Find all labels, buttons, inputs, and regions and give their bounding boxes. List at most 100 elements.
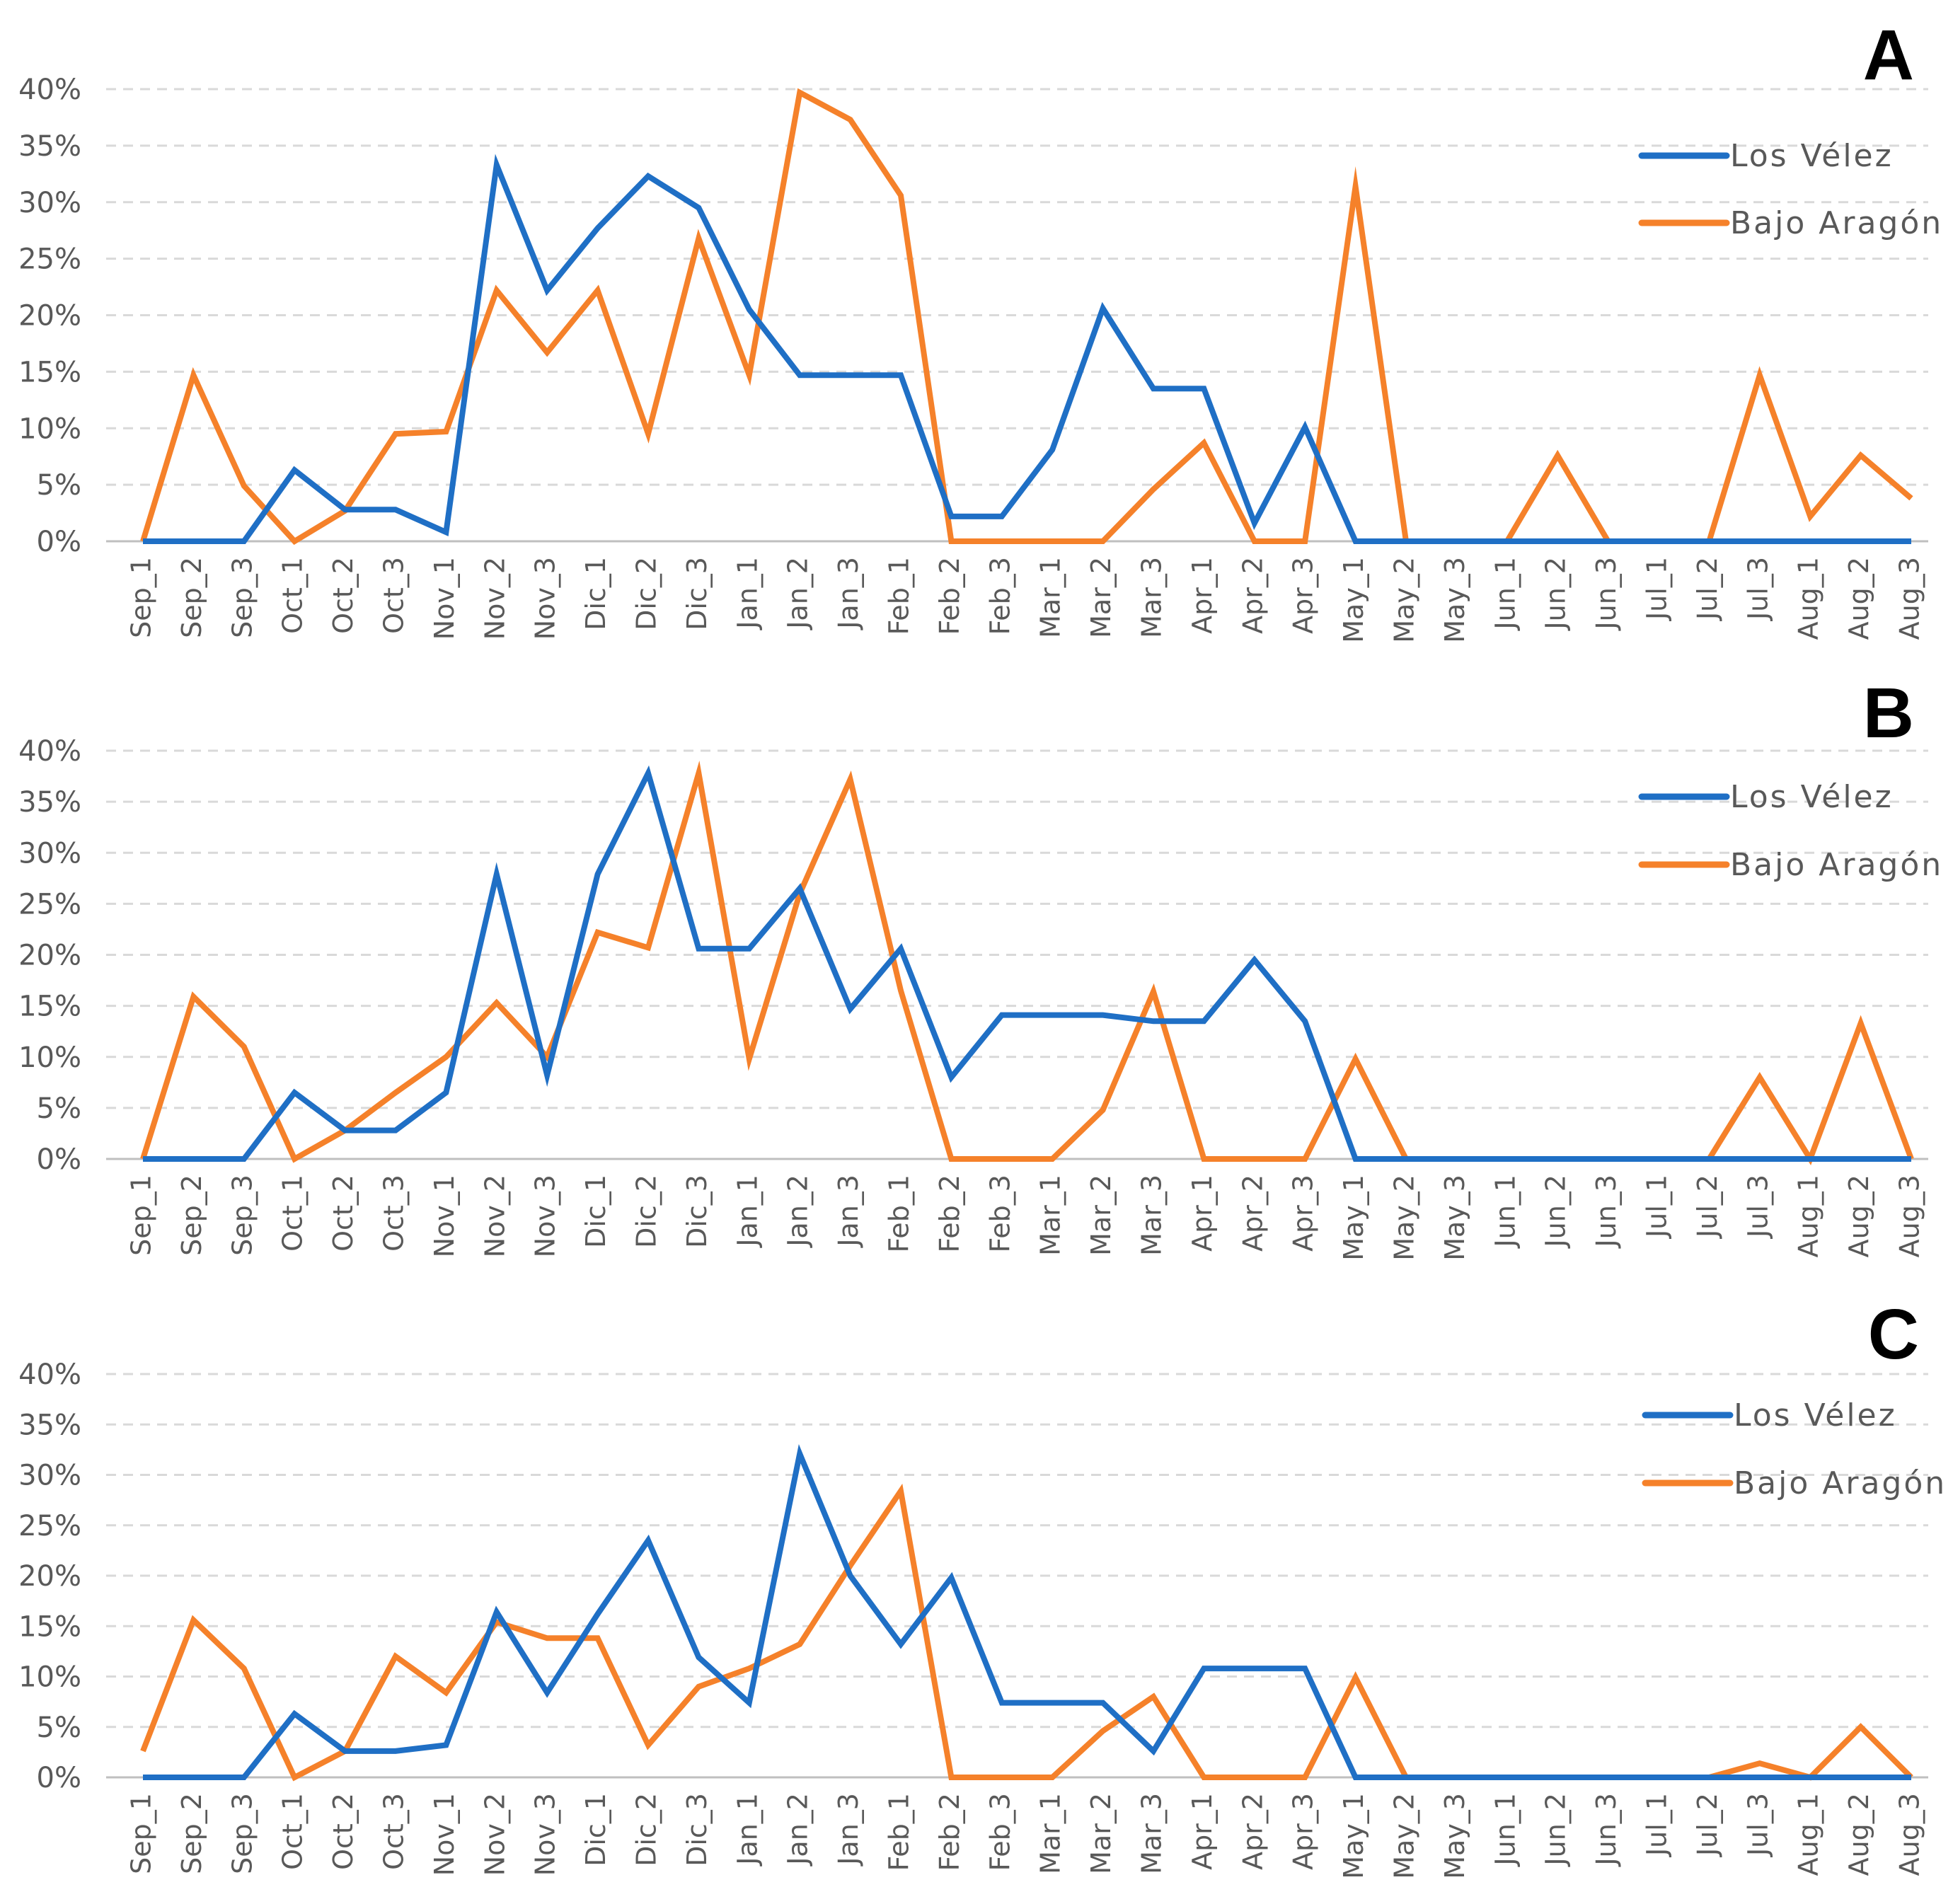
x-tick-label: Jan_1 — [732, 1793, 763, 1867]
x-tick-label: Oct_1 — [277, 1793, 309, 1870]
x-tick-label: Apr_3 — [1288, 1793, 1319, 1870]
legend-label-los-velez: Los Vélez — [1734, 1397, 1897, 1433]
y-tick-label: 0% — [37, 1143, 81, 1176]
y-tick-label: 10% — [18, 1042, 81, 1074]
x-tick-label: Feb_1 — [884, 557, 915, 635]
x-tick-label: Jan_2 — [783, 557, 814, 630]
x-tick-label: Jun_1 — [1490, 1793, 1521, 1867]
x-tick-label: Jun_3 — [1591, 1793, 1622, 1867]
x-tick-label: Sep_3 — [226, 557, 258, 638]
x-tick-label: Nov_1 — [429, 1175, 460, 1257]
x-tick-label: Jan_1 — [732, 1175, 763, 1248]
x-tick-label: Jul_2 — [1692, 1175, 1723, 1239]
x-tick-label: Apr_2 — [1237, 1175, 1268, 1252]
legend-label-los-velez: Los Vélez — [1730, 138, 1894, 174]
x-tick-label: Nov_3 — [530, 1793, 561, 1876]
x-tick-label: Oct_1 — [277, 1175, 309, 1252]
x-tick-label: Feb_1 — [884, 1175, 915, 1252]
x-tick-label: Jun_3 — [1591, 1175, 1622, 1249]
x-tick-label: Aug_2 — [1843, 557, 1874, 640]
x-tick-label: Mar_1 — [1035, 1793, 1066, 1874]
x-tick-label: Nov_1 — [429, 1793, 460, 1876]
chart-panel-c: 0% 5% 10% 15% 20% 25% 30% 35% 40% Sep_1 Sep_2 Sep_3… — [18, 1295, 1945, 1879]
x-tick-label: Jul_1 — [1642, 1793, 1673, 1857]
x-tick-label: Sep_2 — [176, 1175, 207, 1256]
x-tick-label: Jan_3 — [833, 1175, 864, 1248]
panel-letter: C — [1868, 1295, 1919, 1374]
x-tick-label: Mar_1 — [1035, 1175, 1066, 1256]
legend-label-bajo-aragon: Bajo Aragón — [1730, 847, 1943, 883]
x-tick-label: Jul_2 — [1692, 1793, 1723, 1857]
series-line-bajo-aragon — [140, 1483, 1913, 1782]
x-tick-label: Feb_3 — [984, 557, 1015, 635]
x-tick-label: Jun_1 — [1490, 1175, 1521, 1249]
x-tick-label: May_1 — [1338, 1793, 1369, 1879]
y-tick-label: 0% — [37, 526, 81, 558]
y-tick-label: 40% — [18, 1358, 81, 1391]
x-tick-label: Nov_2 — [479, 1175, 510, 1257]
x-tick-label: Apr_1 — [1187, 557, 1218, 634]
x-tick-label: Aug_2 — [1843, 1793, 1874, 1876]
x-tick-label: Oct_3 — [379, 557, 410, 634]
x-tick-label: Jan_3 — [833, 1793, 864, 1867]
y-tick-label: 30% — [18, 1460, 81, 1492]
x-tick-label: Oct_2 — [328, 557, 359, 634]
x-tick-label: Oct_2 — [328, 1793, 359, 1870]
y-tick-label: 35% — [18, 1409, 81, 1441]
y-tick-label: 0% — [37, 1762, 81, 1794]
x-tick-label: Aug_1 — [1793, 1793, 1824, 1876]
x-tick-label: Nov_2 — [479, 557, 510, 640]
x-tick-label: Jun_2 — [1540, 557, 1572, 631]
x-tick-label: Jun_3 — [1591, 557, 1622, 631]
x-tick-label: Sep_1 — [126, 1793, 157, 1874]
x-tick-label: Apr_1 — [1187, 1175, 1218, 1252]
y-tick-label: 5% — [37, 469, 81, 502]
x-tick-label: May_2 — [1389, 1793, 1420, 1879]
x-tick-label: Mar_3 — [1136, 1175, 1168, 1256]
x-tick-label: May_3 — [1439, 557, 1470, 643]
x-tick-label: Aug_2 — [1843, 1175, 1874, 1257]
x-tick-label: May_1 — [1338, 1175, 1369, 1261]
panel-letter: A — [1863, 16, 1914, 95]
series-line-los-velez — [143, 765, 1911, 1162]
y-tick-label: 5% — [37, 1712, 81, 1744]
x-tick-label: Jan_3 — [833, 557, 864, 630]
x-tick-label: Mar_2 — [1085, 1793, 1117, 1874]
x-tick-label: Jul_3 — [1742, 1793, 1773, 1857]
y-tick-label: 35% — [18, 786, 81, 819]
x-tick-label: Jul_1 — [1642, 1175, 1673, 1239]
y-tick-label: 25% — [18, 243, 81, 276]
series-line-los-velez — [143, 154, 1911, 544]
x-tick-label: Jan_1 — [732, 557, 763, 630]
x-tick-label: Dic_2 — [631, 1793, 662, 1867]
x-tick-label: Dic_3 — [681, 557, 713, 630]
x-tick-label: Nov_2 — [479, 1793, 510, 1876]
x-tick-label: Jan_2 — [783, 1175, 814, 1248]
x-tick-label: Dic_2 — [631, 1175, 662, 1248]
legend-label-bajo-aragon: Bajo Aragón — [1730, 205, 1943, 241]
x-tick-label: Mar_2 — [1085, 557, 1117, 638]
y-tick-label: 40% — [18, 74, 81, 106]
x-tick-label: Sep_2 — [176, 557, 207, 638]
x-tick-label: Mar_3 — [1136, 1793, 1168, 1874]
y-tick-label: 20% — [18, 940, 81, 972]
x-tick-label: Feb_2 — [934, 1793, 965, 1871]
x-tick-label: May_3 — [1439, 1175, 1470, 1261]
y-tick-label: 40% — [18, 735, 81, 768]
y-tick-label: 20% — [18, 1560, 81, 1593]
y-tick-label: 15% — [18, 1610, 81, 1643]
x-tick-label: Nov_1 — [429, 557, 460, 640]
x-tick-label: Sep_3 — [226, 1175, 258, 1256]
x-tick-label: Jul_2 — [1692, 557, 1723, 621]
x-tick-label: Apr_3 — [1288, 1175, 1319, 1252]
series-line-bajo-aragon — [140, 88, 1913, 546]
series-line-los-velez — [143, 1443, 1911, 1780]
x-tick-label: Oct_2 — [328, 1175, 359, 1252]
series-line-bajo-aragon — [140, 761, 1914, 1166]
x-tick-label: Dic_1 — [580, 1175, 611, 1248]
x-tick-label: Jul_3 — [1742, 1175, 1773, 1239]
x-tick-label: Dic_3 — [681, 1793, 713, 1867]
x-tick-label: Aug_1 — [1793, 557, 1824, 640]
x-tick-label: Feb_2 — [934, 1175, 965, 1252]
